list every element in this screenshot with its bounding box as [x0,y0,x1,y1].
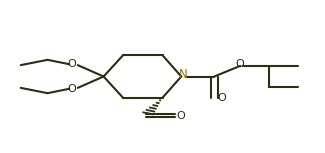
Text: O: O [236,59,244,69]
Text: N: N [178,69,187,82]
Text: O: O [176,111,185,121]
Text: O: O [68,84,76,94]
Text: O: O [217,93,226,103]
Text: O: O [68,59,76,69]
